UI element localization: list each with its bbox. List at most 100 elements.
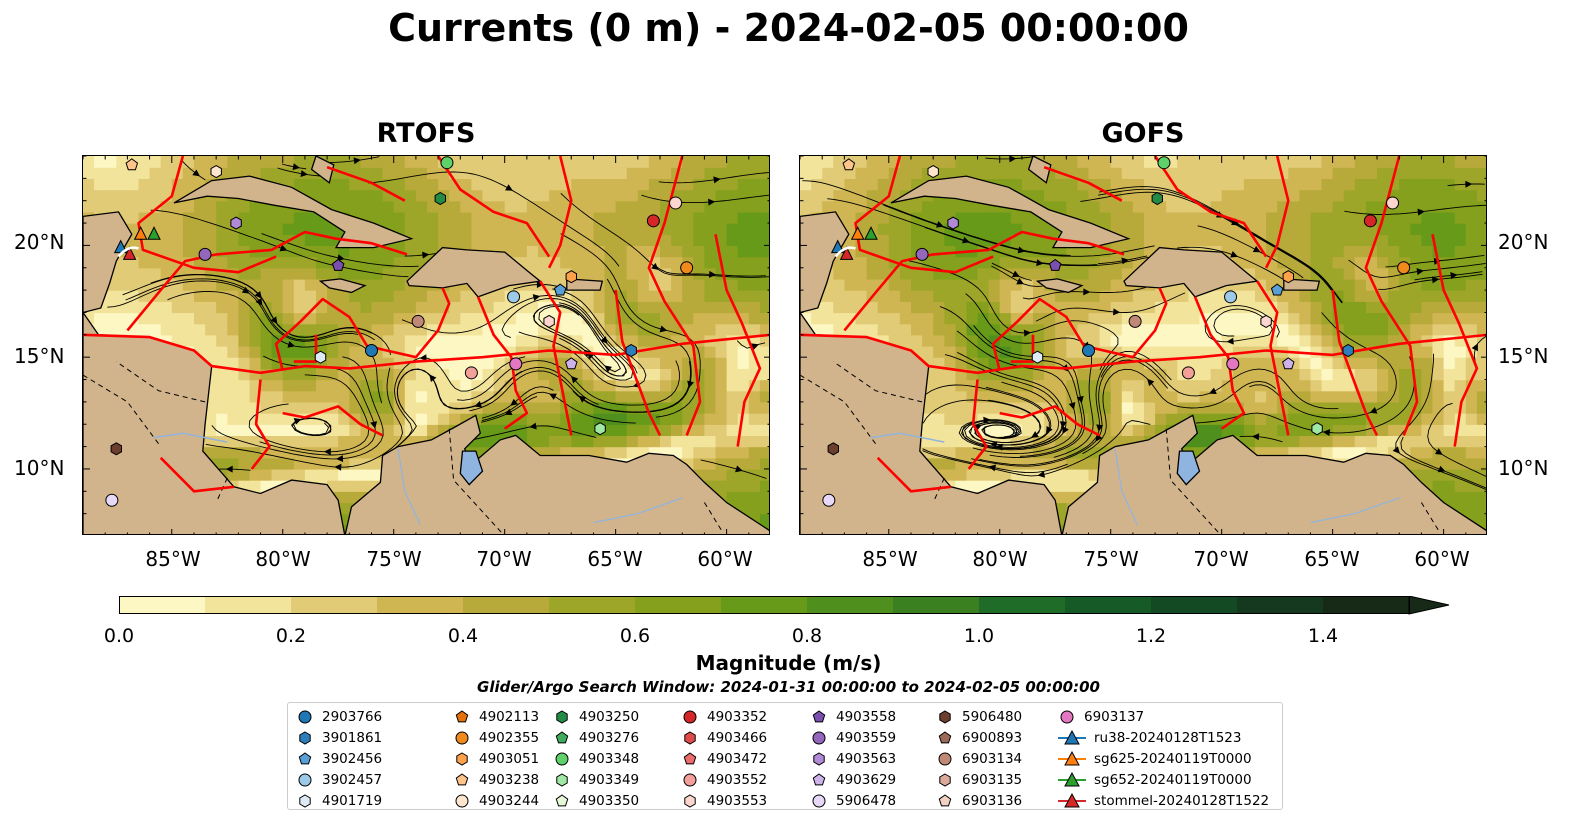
eez-boundary — [1043, 165, 1123, 202]
colorbar-segment — [635, 596, 722, 614]
lat-tick-right-20n: 20°N — [1498, 230, 1549, 254]
lon-tick-65w-right: 65°W — [1304, 547, 1360, 571]
eez-boundary — [854, 156, 994, 274]
legend-item: 6900893 — [936, 727, 1022, 748]
streamline — [211, 356, 384, 460]
argo-float-marker — [927, 165, 939, 179]
streamline-arrow — [323, 448, 331, 456]
streamline-arrow — [713, 176, 721, 184]
colorbar-tick-label: 0.2 — [275, 625, 307, 647]
legend-item-label: 4901719 — [322, 792, 383, 809]
colorbar-tick-label: 0.4 — [447, 625, 479, 647]
legend-marker-icon — [938, 730, 952, 743]
streamline — [1400, 436, 1486, 489]
river — [870, 432, 945, 443]
legend-item: 4903348 — [553, 748, 639, 769]
argo-float-marker — [509, 357, 523, 371]
glider-marker — [850, 226, 865, 240]
map-gofs — [799, 155, 1487, 535]
streamline — [501, 298, 634, 381]
land-cuba — [173, 175, 414, 249]
colorbar-extend-arrow — [1408, 596, 1450, 615]
land-yucatan — [83, 211, 133, 314]
streamline — [481, 386, 554, 419]
argo-float-marker — [411, 314, 425, 328]
legend-item: ru38-20240128T1523 — [1058, 727, 1269, 748]
streamline — [939, 306, 1083, 457]
streamline — [961, 419, 1063, 449]
argo-float-marker — [1397, 261, 1411, 275]
lon-tick-85w-left: 85°W — [145, 547, 201, 571]
legend-item-label: sg625-20240119T0000 — [1094, 750, 1252, 767]
legend-marker-icon — [298, 773, 312, 786]
glider-markers — [830, 226, 878, 260]
country-border — [448, 428, 504, 534]
legend-marker-icon — [1058, 750, 1086, 765]
streamline-arrow — [536, 281, 544, 289]
argo-float-marker — [680, 261, 694, 275]
legend-item: 5906478 — [810, 790, 896, 811]
streamline-arrow — [335, 455, 344, 463]
eez-boundary — [1193, 296, 1246, 430]
eez-boundary — [326, 165, 406, 202]
colorbar-segment — [291, 596, 378, 614]
glider-track — [117, 246, 139, 258]
eez-boundaries — [83, 156, 769, 493]
lon-tick-70w-left: 70°W — [476, 547, 532, 571]
argo-float-marker — [1224, 290, 1238, 304]
streamline — [560, 233, 701, 418]
streamline-arrow — [936, 221, 944, 228]
streamline-arrow — [1437, 465, 1446, 473]
legend-item: 6903137 — [1058, 706, 1269, 727]
streamline-arrow — [1251, 433, 1260, 441]
legend-marker-icon — [555, 730, 569, 743]
legend-marker-icon — [455, 709, 469, 722]
legend-item-label: 4903472 — [707, 750, 768, 767]
land-bahamas — [310, 156, 335, 184]
argo-float-marker — [553, 283, 567, 296]
streamline-arrow — [1095, 433, 1103, 442]
legend-item-label: ru38-20240128T1523 — [1094, 729, 1242, 746]
country-borders — [800, 361, 1440, 534]
land-hispaniola — [406, 246, 542, 298]
streamline — [925, 384, 1050, 446]
streamline — [122, 274, 373, 338]
land-cuba — [890, 175, 1131, 249]
eez-boundary — [437, 156, 551, 258]
glider-track — [834, 246, 856, 258]
legend-item: 3902457 — [296, 769, 382, 790]
legend-item-label: 4903276 — [579, 729, 640, 746]
legend-item: 6903135 — [936, 769, 1022, 790]
streamline-arrow — [659, 325, 668, 333]
land-yucatan — [800, 211, 850, 314]
legend-item: 2903766 — [296, 706, 382, 727]
legend-item: 4903250 — [553, 706, 639, 727]
streamline-arrow — [1036, 259, 1044, 267]
legend-item: 4903553 — [681, 790, 767, 811]
streamline-arrow — [1096, 424, 1104, 432]
streamlines — [107, 156, 769, 479]
argo-float-marker — [625, 343, 637, 358]
river — [153, 432, 228, 443]
lon-tick-60w-left: 60°W — [697, 547, 753, 571]
streamline-arrow — [708, 198, 716, 206]
streamline — [964, 381, 1060, 448]
argo-float-marker — [565, 270, 577, 284]
streamline — [1098, 188, 1343, 304]
country-borders — [83, 361, 723, 534]
argo-float-marker — [1128, 314, 1142, 328]
legend-item: sg652-20240119T0000 — [1058, 769, 1269, 790]
legend-item: 4903350 — [553, 790, 639, 811]
lon-tick-60w-right: 60°W — [1414, 547, 1470, 571]
legend-item-label: 6903137 — [1084, 708, 1145, 725]
colorbar-segment — [1065, 596, 1152, 614]
legend-item: 4902355 — [453, 727, 539, 748]
lon-tick-85w-right: 85°W — [862, 547, 918, 571]
streamline — [1249, 312, 1397, 419]
legend-marker-icon — [684, 793, 696, 808]
legend-item-label: 5906480 — [962, 708, 1023, 725]
eez-boundary — [614, 289, 662, 436]
argo-float-marker — [331, 258, 345, 271]
legend-item-label: 4903559 — [836, 729, 897, 746]
lon-tick-75w-left: 75°W — [366, 547, 422, 571]
